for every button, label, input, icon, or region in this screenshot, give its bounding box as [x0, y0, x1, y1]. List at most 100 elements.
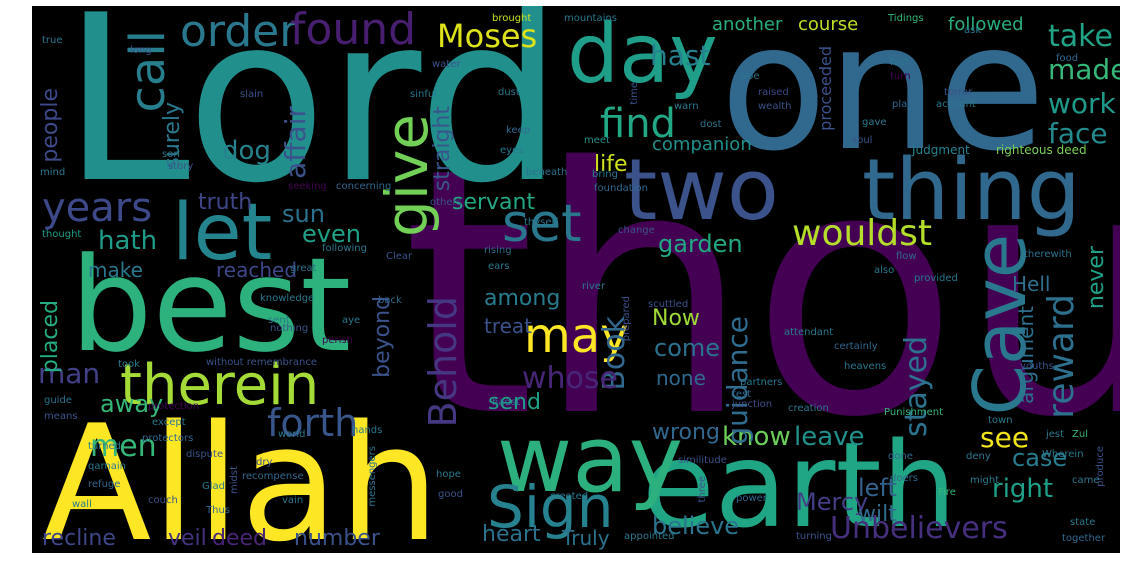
word-means: means — [44, 411, 78, 422]
word-followed: followed — [948, 14, 1024, 35]
word-change: change — [618, 225, 655, 236]
word-affair: affair — [279, 106, 312, 179]
word-refuge: refuge — [88, 479, 121, 490]
word-raised: raised — [758, 87, 789, 98]
word-concerning: concerning — [336, 181, 392, 192]
word-take: take — [1048, 19, 1113, 54]
word-course: course — [798, 14, 859, 35]
word-thought: thought — [42, 229, 82, 240]
word-rising: rising — [484, 245, 512, 256]
word-whose: whose — [522, 361, 618, 396]
word-earth: earth — [642, 416, 957, 553]
word-proceeded: proceeded — [816, 46, 835, 131]
word-dog: dog — [222, 136, 271, 166]
word-day: day — [567, 7, 718, 102]
word-scuttled: scuttled — [648, 299, 689, 310]
word-wherein: Wherein — [1042, 449, 1084, 460]
word-recline: recline — [42, 526, 116, 551]
word-thou: thou — [402, 96, 1120, 492]
word-hath: hath — [98, 226, 158, 256]
word-qarnain: qarnain — [88, 461, 126, 472]
word-true: true — [42, 35, 63, 46]
word-also: also — [874, 265, 895, 276]
word-people: people — [38, 88, 63, 163]
word-send: send — [488, 390, 541, 415]
word-find: find — [600, 101, 676, 147]
word-created: created — [550, 491, 589, 502]
word-best: best — [70, 229, 352, 381]
word-make: make — [88, 258, 143, 282]
word-similitude: similitude — [678, 455, 727, 466]
word-others: others — [430, 197, 462, 208]
word-bring: bring — [592, 169, 618, 180]
word-nothing: nothing — [270, 323, 309, 334]
word-meet: meet — [584, 135, 610, 146]
word-therewith: therewith — [1024, 249, 1072, 260]
word-years: years — [42, 185, 153, 231]
word-fact: fact — [890, 57, 910, 68]
word-test: test — [732, 389, 752, 400]
word-zul: Zul — [1072, 429, 1088, 440]
word-deny: deny — [966, 451, 991, 462]
word-judgment: Judgment — [912, 143, 970, 157]
word-protectors: protectors — [142, 433, 194, 444]
word-found: found — [290, 6, 417, 55]
word-seeking: seeking — [288, 181, 327, 192]
word-hadst: hadst — [492, 397, 520, 408]
word-without-remembrance: without remembrance — [206, 357, 318, 368]
word-leave: leave — [794, 422, 865, 452]
word-number: number — [294, 526, 380, 551]
word-back: back — [378, 295, 402, 306]
word-thing: thing — [862, 141, 1081, 240]
word-soul: soul — [852, 135, 873, 146]
word-flow: flow — [896, 251, 917, 262]
word-terror: terror — [944, 87, 973, 98]
word-come: come — [654, 334, 721, 362]
word-prepared: prepared — [621, 296, 632, 342]
word-treat: treat — [484, 314, 533, 338]
word-give: give — [373, 114, 441, 237]
word-couch: couch — [148, 495, 178, 506]
word-youths: youths — [1020, 361, 1054, 372]
word-fire: Fire — [938, 487, 956, 498]
word-came: came — [1072, 475, 1100, 486]
word-world: world — [278, 429, 306, 440]
word-place: place — [892, 99, 919, 110]
word-midst: midst — [229, 466, 240, 494]
word-eyes: eyes — [500, 145, 524, 156]
word-knowledge: knowledge — [260, 293, 315, 304]
word-warn: warn — [674, 101, 699, 112]
word-sent: sent — [268, 315, 290, 326]
word-see: see — [980, 421, 1030, 454]
word-partners: partners — [740, 377, 783, 388]
word-ears: ears — [488, 261, 510, 272]
word-hope: hope — [436, 469, 461, 480]
word-glad: Glad — [202, 481, 226, 492]
word-perish: perish — [322, 335, 353, 346]
word-dispute: dispute — [186, 449, 224, 460]
word-case: case — [1012, 444, 1068, 472]
word-heavens: heavens — [844, 361, 887, 372]
word-ask: ask — [964, 25, 982, 36]
word-man: man — [38, 357, 101, 390]
word-work: work — [1048, 87, 1116, 120]
word-turning: turning — [796, 531, 832, 542]
word-straight: straight — [430, 106, 455, 192]
word-dry: dry — [256, 457, 273, 468]
word-dust: dust — [498, 87, 520, 98]
word-believe: believe — [652, 512, 740, 540]
word-therein: therein — [120, 353, 320, 418]
word-aye: aye — [342, 315, 361, 326]
word-reached: reached — [216, 258, 298, 282]
word-made: made — [1048, 53, 1120, 86]
word-creation: creation — [788, 403, 829, 414]
word-now: Now — [652, 306, 700, 331]
word-story: story — [168, 161, 194, 172]
word-junction: junction — [732, 399, 773, 410]
word-state: state — [1070, 517, 1096, 528]
word-sign: Sign — [487, 473, 614, 541]
word-provided: provided — [914, 273, 958, 284]
word-woe: Woe — [738, 71, 760, 82]
word-hands: hands — [352, 425, 383, 436]
word-wrong: wrong — [652, 420, 720, 445]
